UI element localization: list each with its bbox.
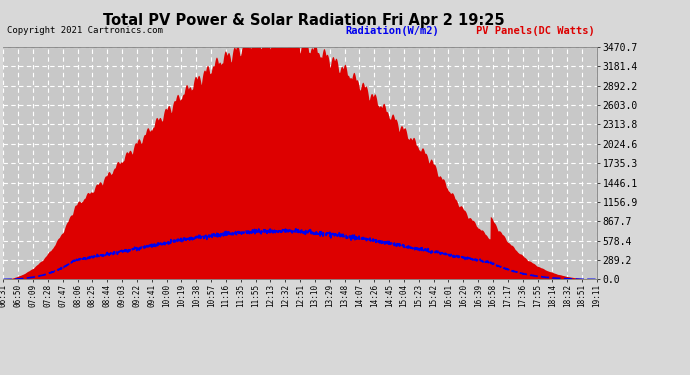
Text: PV Panels(DC Watts): PV Panels(DC Watts): [476, 26, 595, 36]
Text: Copyright 2021 Cartronics.com: Copyright 2021 Cartronics.com: [7, 26, 163, 35]
Text: Radiation(W/m2): Radiation(W/m2): [345, 26, 439, 36]
Text: Total PV Power & Solar Radiation Fri Apr 2 19:25: Total PV Power & Solar Radiation Fri Apr…: [103, 13, 504, 28]
